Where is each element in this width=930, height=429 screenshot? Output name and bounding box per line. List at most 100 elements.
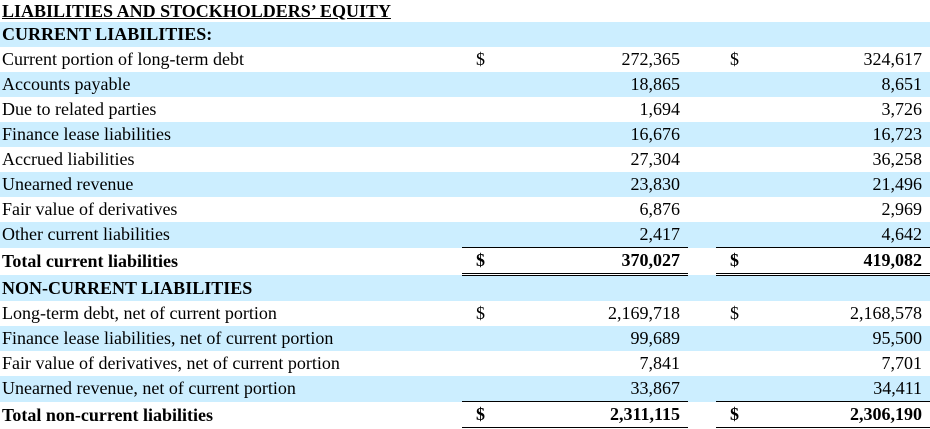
row-label: Unearned revenue, net of current portion (0, 376, 462, 402)
row-label: Other current liabilities (0, 222, 462, 248)
row-label: Unearned revenue (0, 172, 462, 197)
amount: 99,689 (502, 326, 688, 351)
row-label: Due to related parties (2, 99, 157, 119)
spacer (688, 97, 716, 122)
row-label: Accrued liabilities (2, 149, 135, 169)
row-header: CURRENT LIABILITIES: (0, 22, 930, 47)
amount: 2,969 (881, 199, 923, 219)
spacer (688, 222, 716, 248)
amount: 23,830 (502, 172, 688, 197)
currency-sign (716, 351, 756, 376)
spacer (688, 376, 716, 402)
amount: 419,082 (756, 247, 930, 276)
spacer (688, 147, 716, 172)
spacer (688, 326, 716, 351)
currency-sign (462, 97, 502, 122)
amount: 36,258 (872, 149, 923, 169)
row-item: Other current liabilities 2,417 4,642 (0, 222, 930, 248)
row-total: Total current liabilities $370,027 $419,08… (0, 247, 930, 276)
amount: 1,694 (639, 99, 681, 119)
currency-sign (716, 97, 756, 122)
amount: 18,865 (502, 72, 688, 97)
row-item: Fair value of derivatives, net of curren… (0, 351, 930, 376)
row-item: Fair value of derivatives 6,876 2,969 (0, 197, 930, 222)
row-item: Finance lease liabilities 16,676 16,723 (0, 122, 930, 147)
currency-sign (462, 72, 502, 97)
amount: 7,701 (881, 353, 923, 373)
currency-sign: $ (476, 303, 485, 323)
amount: 33,867 (502, 376, 688, 402)
row-total: Total non-current liabilities $2,311,115 $… (0, 401, 930, 429)
amount: 16,676 (502, 122, 688, 147)
currency-sign: $ (462, 401, 502, 429)
currency-sign (716, 72, 756, 97)
row-label: NON-CURRENT LIABILITIES (0, 274, 930, 301)
amount: 34,411 (756, 376, 930, 402)
currency-sign (716, 222, 756, 248)
row-item: Unearned revenue, net of current portion… (0, 376, 930, 402)
row-label: Long-term debt, net of current portion (2, 303, 277, 323)
amount: 3,726 (881, 99, 923, 119)
currency-sign: $ (730, 49, 739, 69)
currency-sign (716, 326, 756, 351)
row-label: Finance lease liabilities, net of curren… (0, 326, 462, 351)
spacer (688, 47, 716, 72)
currency-sign (716, 122, 756, 147)
currency-sign (462, 147, 502, 172)
title: LIABILITIES AND STOCKHOLDERS’ EQUITY (2, 1, 391, 21)
currency-sign (716, 197, 756, 222)
currency-sign: $ (462, 247, 502, 276)
amount: 2,417 (502, 222, 688, 248)
row-item: Due to related parties 1,694 3,726 (0, 97, 930, 122)
amount: 7,841 (639, 353, 681, 373)
row-label: Fair value of derivatives, net of curren… (2, 353, 340, 373)
row-label: Current portion of long-term debt (2, 49, 244, 69)
row-item: Long-term debt, net of current portion $2… (0, 301, 930, 326)
row-item: Finance lease liabilities, net of curren… (0, 326, 930, 351)
spacer (688, 351, 716, 376)
amount: 6,876 (639, 199, 681, 219)
amount: 27,304 (630, 149, 681, 169)
row-item: Accrued liabilities 27,304 36,258 (0, 147, 930, 172)
spacer (688, 301, 716, 326)
amount: 2,311,115 (502, 401, 688, 429)
amount: 2,306,190 (756, 401, 930, 429)
currency-sign (462, 376, 502, 402)
currency-sign (716, 172, 756, 197)
amount: 95,500 (756, 326, 930, 351)
amount: 370,027 (502, 247, 688, 276)
currency-sign: $ (716, 247, 756, 276)
row-item: Accounts payable 18,865 8,651 (0, 72, 930, 97)
amount: 16,723 (756, 122, 930, 147)
spacer (688, 197, 716, 222)
currency-sign (716, 147, 756, 172)
currency-sign: $ (476, 49, 485, 69)
currency-sign: $ (716, 401, 756, 429)
row-label: Fair value of derivatives (2, 199, 178, 219)
currency-sign (716, 376, 756, 402)
currency-sign (462, 351, 502, 376)
currency-sign (462, 222, 502, 248)
spacer (688, 248, 716, 275)
spacer (688, 122, 716, 147)
row-label: Finance lease liabilities (0, 122, 462, 147)
currency-sign (462, 172, 502, 197)
amount: 324,617 (863, 49, 923, 69)
amount: 2,168,578 (850, 303, 923, 323)
amount: 272,365 (621, 49, 681, 69)
spacer (688, 172, 716, 197)
amount: 21,496 (756, 172, 930, 197)
currency-sign (462, 197, 502, 222)
amount: 8,651 (756, 72, 930, 97)
row-item: Current portion of long-term debt $272,36… (0, 47, 930, 72)
row-label: CURRENT LIABILITIES: (0, 22, 930, 47)
row-header: NON-CURRENT LIABILITIES (0, 274, 930, 301)
amount: 4,642 (756, 222, 930, 248)
row-item: Unearned revenue 23,830 21,496 (0, 172, 930, 197)
spacer (688, 402, 716, 429)
currency-sign: $ (730, 303, 739, 323)
currency-sign (462, 122, 502, 147)
row-label: Accounts payable (0, 72, 462, 97)
